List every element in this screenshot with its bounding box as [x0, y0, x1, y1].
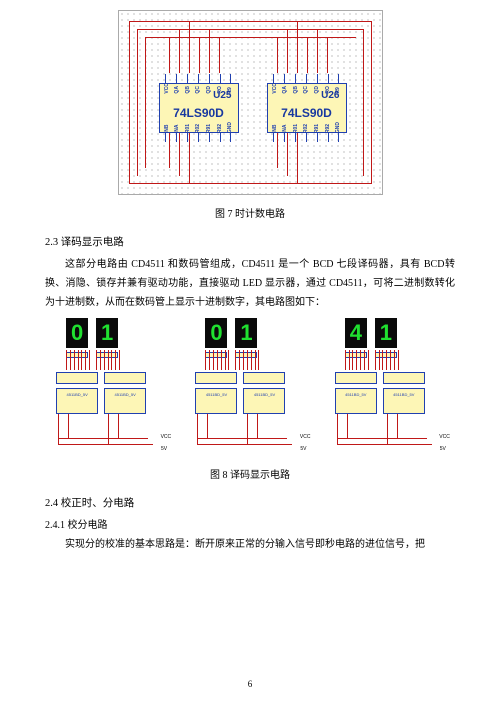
page-number: 6	[0, 679, 500, 689]
fig7-circuit: VCCQAQBQCQDROR9U2574LS90DINBINAR01R02R91…	[118, 10, 383, 195]
display-module-2: 414511BD_5V4511BD_5VVCC5V	[327, 318, 452, 458]
fig8-circuit: 014511BD_5V4511BD_5VVCC5V014511BD_5V4511…	[45, 318, 455, 458]
chip-u26: VCCQAQBQCQDROR9U2674LS90DINBINAR01R02R91…	[267, 83, 347, 133]
section-2-4-heading: 2.4 校正时、分电路	[45, 495, 455, 510]
section-2-3-heading: 2.3 译码显示电路	[45, 234, 455, 249]
display-module-1: 014511BD_5V4511BD_5VVCC5V	[187, 318, 312, 458]
section-2-4-1-para: 实现分的校准的基本思路是：断开原来正常的分输入信号即秒电路的进位信号，把	[45, 535, 455, 554]
chip-u25: VCCQAQBQCQDROR9U2574LS90DINBINAR01R02R91…	[159, 83, 239, 133]
fig8-caption: 图 8 译码显示电路	[45, 466, 455, 481]
section-2-4-1-heading: 2.4.1 校分电路	[45, 516, 455, 531]
display-module-0: 014511BD_5V4511BD_5VVCC5V	[48, 318, 173, 458]
section-2-3-para: 这部分电路由 CD4511 和数码管组成，CD4511 是一个 BCD 七段译码…	[45, 255, 455, 312]
fig7-caption: 图 7 时计数电路	[45, 205, 455, 220]
